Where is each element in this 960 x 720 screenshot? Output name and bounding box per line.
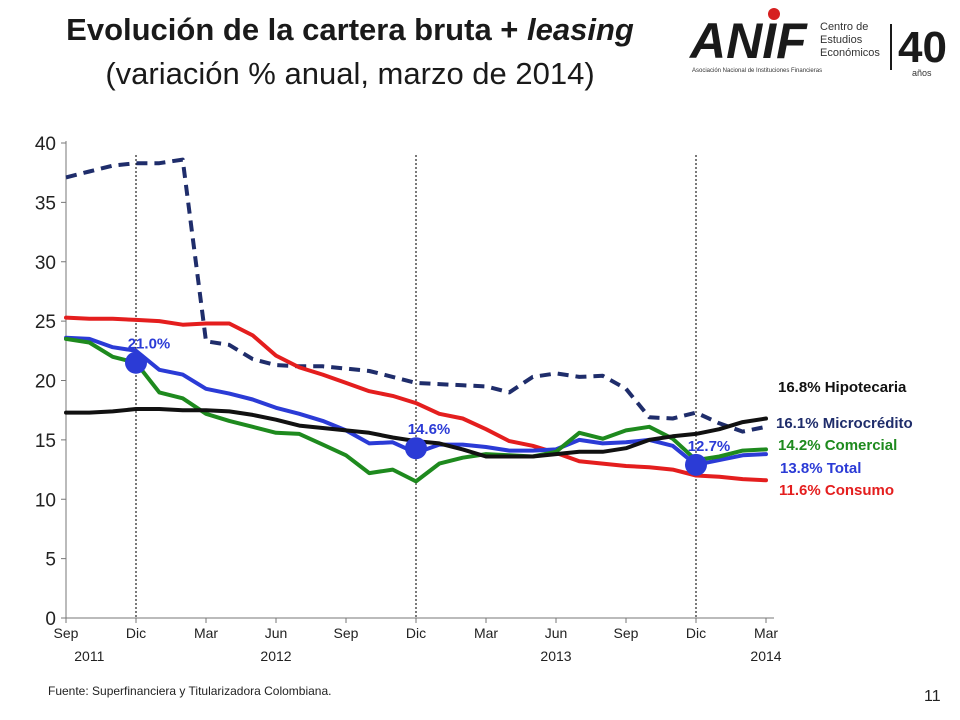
y-tick-label: 5	[45, 550, 56, 571]
x-tick-label: Jun	[265, 625, 288, 641]
logo-brand: ANIF	[688, 13, 808, 69]
total-marker	[685, 453, 707, 476]
logo-center-line2: Estudios	[820, 34, 863, 46]
x-tick-label: Dic	[126, 625, 146, 641]
y-tick-label: 40	[35, 134, 56, 155]
legend-label-microcredito: 16.1% Microcrédito	[776, 415, 913, 432]
y-tick-label: 10	[35, 490, 56, 511]
x-tick-label: Mar	[754, 625, 778, 641]
chart-title: Evolución de la cartera bruta + leasing	[30, 12, 670, 48]
x-year-label: 2013	[540, 648, 571, 664]
source-note: Fuente: Superfinanciera y Titularizadora…	[48, 684, 332, 698]
legend-label-hipotecaria: 16.8% Hipotecaria	[778, 379, 907, 396]
total-marker-label: 12.7%	[688, 438, 731, 455]
total-marker	[405, 437, 427, 460]
total-marker	[125, 351, 147, 374]
logo-subtitle: Asociación Nacional de Instituciones Fin…	[692, 68, 822, 74]
legend-label-comercial: 14.2% Comercial	[778, 437, 897, 454]
x-tick-label: Sep	[334, 625, 359, 641]
x-tick-label: Sep	[54, 625, 79, 641]
logo-center-line3: Económicos	[820, 47, 880, 59]
x-tick-label: Sep	[614, 625, 639, 641]
legend-label-consumo: 11.6% Consumo	[779, 482, 894, 499]
chart-title-lead: Evolución de la cartera bruta +	[66, 12, 528, 47]
y-tick-label: 0	[45, 609, 56, 630]
series-line-consumo	[64, 315, 768, 483]
legend-label-total: 13.8% Total	[780, 460, 861, 477]
series-line-comercial	[64, 336, 768, 484]
x-year-label: 2014	[750, 648, 781, 664]
series-line-microcredito	[65, 157, 767, 434]
anif-logo: ANIF Asociación Nacional de Institucione…	[688, 8, 947, 78]
x-tick-label: Dic	[406, 625, 426, 641]
x-tick-label: Jun	[545, 625, 568, 641]
x-tick-label: Mar	[474, 625, 498, 641]
chart-subtitle: (variación % anual, marzo de 2014)	[105, 56, 595, 91]
x-tick-label: Mar	[194, 625, 218, 641]
logo-anniversary: 40	[898, 23, 947, 72]
logo-divider	[890, 24, 892, 70]
x-year-label: 2011	[74, 648, 104, 664]
x-tick-label: Dic	[686, 625, 706, 641]
total-marker-label: 14.6%	[408, 421, 451, 438]
y-tick-label: 25	[35, 312, 56, 333]
x-year-label: 2012	[260, 648, 291, 664]
page-number: 11	[924, 688, 941, 705]
y-tick-label: 20	[35, 372, 56, 393]
chart-title-italic: leasing	[527, 12, 634, 47]
y-tick-label: 35	[35, 193, 56, 214]
y-tick-label: 15	[35, 431, 56, 452]
y-tick-label: 30	[35, 253, 56, 274]
logo-anniversary-unit: años	[912, 68, 932, 78]
total-marker-label: 21.0%	[128, 336, 171, 353]
logo-center-line1: Centro de	[820, 21, 868, 33]
logo-red-dot	[768, 8, 780, 20]
